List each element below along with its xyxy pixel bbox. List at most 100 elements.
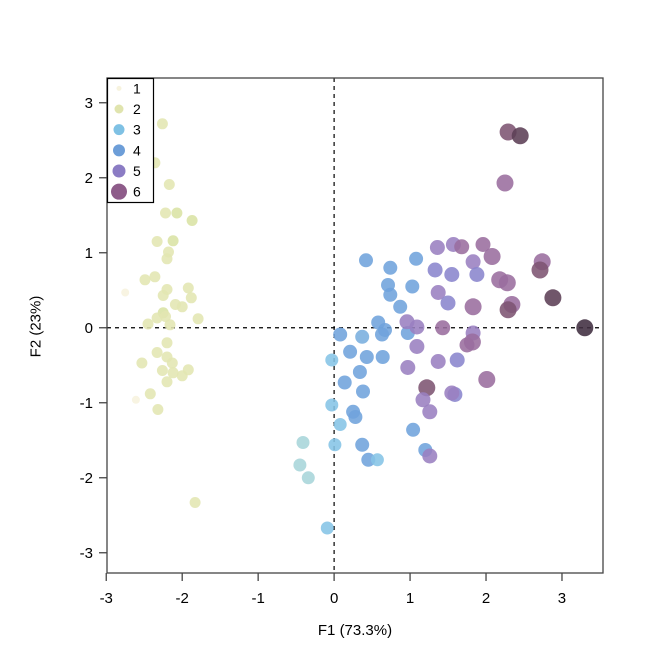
data-point <box>166 357 178 369</box>
x-axis-label: F1 (73.3%) <box>317 622 393 639</box>
data-point <box>186 215 198 226</box>
data-point <box>406 422 421 437</box>
data-point <box>149 271 161 283</box>
data-point <box>405 279 420 294</box>
data-point <box>167 235 179 247</box>
y-axis-label: F2 (23%) <box>27 295 45 358</box>
data-point <box>185 292 197 304</box>
legend-swatch-3 <box>113 124 125 136</box>
data-point <box>544 289 562 307</box>
data-point <box>383 287 398 302</box>
data-point <box>483 248 501 265</box>
data-point <box>161 337 173 349</box>
data-point <box>409 339 425 354</box>
data-point <box>160 311 171 322</box>
plot-border <box>106 77 604 574</box>
data-point <box>163 179 175 190</box>
x-tick-label: 3 <box>558 590 566 607</box>
data-point <box>352 365 367 379</box>
data-point <box>415 392 431 408</box>
data-point <box>435 320 451 336</box>
data-point <box>151 236 163 247</box>
data-point <box>444 267 460 282</box>
data-point <box>422 404 438 420</box>
data-point <box>370 453 384 467</box>
data-point <box>151 347 163 358</box>
data-point <box>320 521 334 535</box>
data-point <box>348 410 363 424</box>
data-point <box>498 274 516 292</box>
legend-swatch-1 <box>116 85 122 91</box>
data-point <box>359 350 374 364</box>
data-point <box>531 261 549 279</box>
data-point <box>328 438 342 452</box>
x-tick-label: 0 <box>330 590 338 607</box>
data-point <box>399 314 415 330</box>
legend-swatch-5 <box>112 164 126 178</box>
data-point <box>464 298 482 316</box>
legend-label-2: 2 <box>133 101 141 117</box>
data-point <box>161 376 173 388</box>
data-point <box>171 207 183 219</box>
data-point <box>160 207 171 219</box>
data-point <box>375 327 389 342</box>
data-point <box>333 327 348 342</box>
data-point <box>449 352 465 368</box>
data-point <box>164 319 176 331</box>
data-point <box>576 319 594 337</box>
data-point <box>293 458 307 472</box>
y-tick-label: 3 <box>85 95 93 112</box>
data-point <box>156 118 168 130</box>
data-point <box>361 452 376 467</box>
data-point <box>161 253 173 265</box>
data-point <box>409 251 424 266</box>
legend-label-4: 4 <box>133 142 141 158</box>
legend-label-3: 3 <box>133 122 141 138</box>
x-tick-label: -3 <box>100 590 113 607</box>
data-point <box>176 301 188 313</box>
data-point <box>383 260 398 275</box>
y-tick-label: 0 <box>85 320 93 337</box>
legend-box <box>106 77 155 204</box>
data-point <box>459 337 475 353</box>
data-point <box>422 448 438 464</box>
data-point <box>430 354 446 369</box>
data-point <box>131 395 140 404</box>
data-point <box>182 364 194 376</box>
data-point <box>157 290 169 301</box>
data-point <box>454 239 470 255</box>
data-point <box>139 274 151 286</box>
data-point <box>499 301 517 319</box>
data-point <box>355 437 370 452</box>
data-point <box>121 288 130 297</box>
data-point <box>475 237 491 252</box>
y-tick-label: -1 <box>80 395 93 412</box>
data-point <box>192 313 204 325</box>
data-point <box>359 253 373 268</box>
x-tick-label: 2 <box>482 590 490 607</box>
y-tick-label: 2 <box>85 170 93 187</box>
legend-swatch-6 <box>111 183 127 200</box>
x-tick-label: -2 <box>176 590 189 607</box>
data-point <box>343 344 358 359</box>
data-point <box>151 312 163 324</box>
data-point <box>156 365 168 376</box>
data-point <box>440 295 456 311</box>
legend-swatch-2 <box>114 104 124 114</box>
data-point <box>296 436 310 449</box>
data-point <box>337 375 352 390</box>
data-point <box>301 471 315 485</box>
data-point <box>444 385 460 401</box>
data-point <box>400 360 416 375</box>
data-point <box>429 240 445 255</box>
legend-label-6: 6 <box>133 184 141 200</box>
legend-label-1: 1 <box>133 80 141 96</box>
data-point <box>469 267 485 282</box>
data-point <box>375 350 390 364</box>
data-point <box>430 285 446 300</box>
data-point <box>333 418 347 431</box>
data-point <box>465 254 481 270</box>
data-point <box>325 353 339 367</box>
